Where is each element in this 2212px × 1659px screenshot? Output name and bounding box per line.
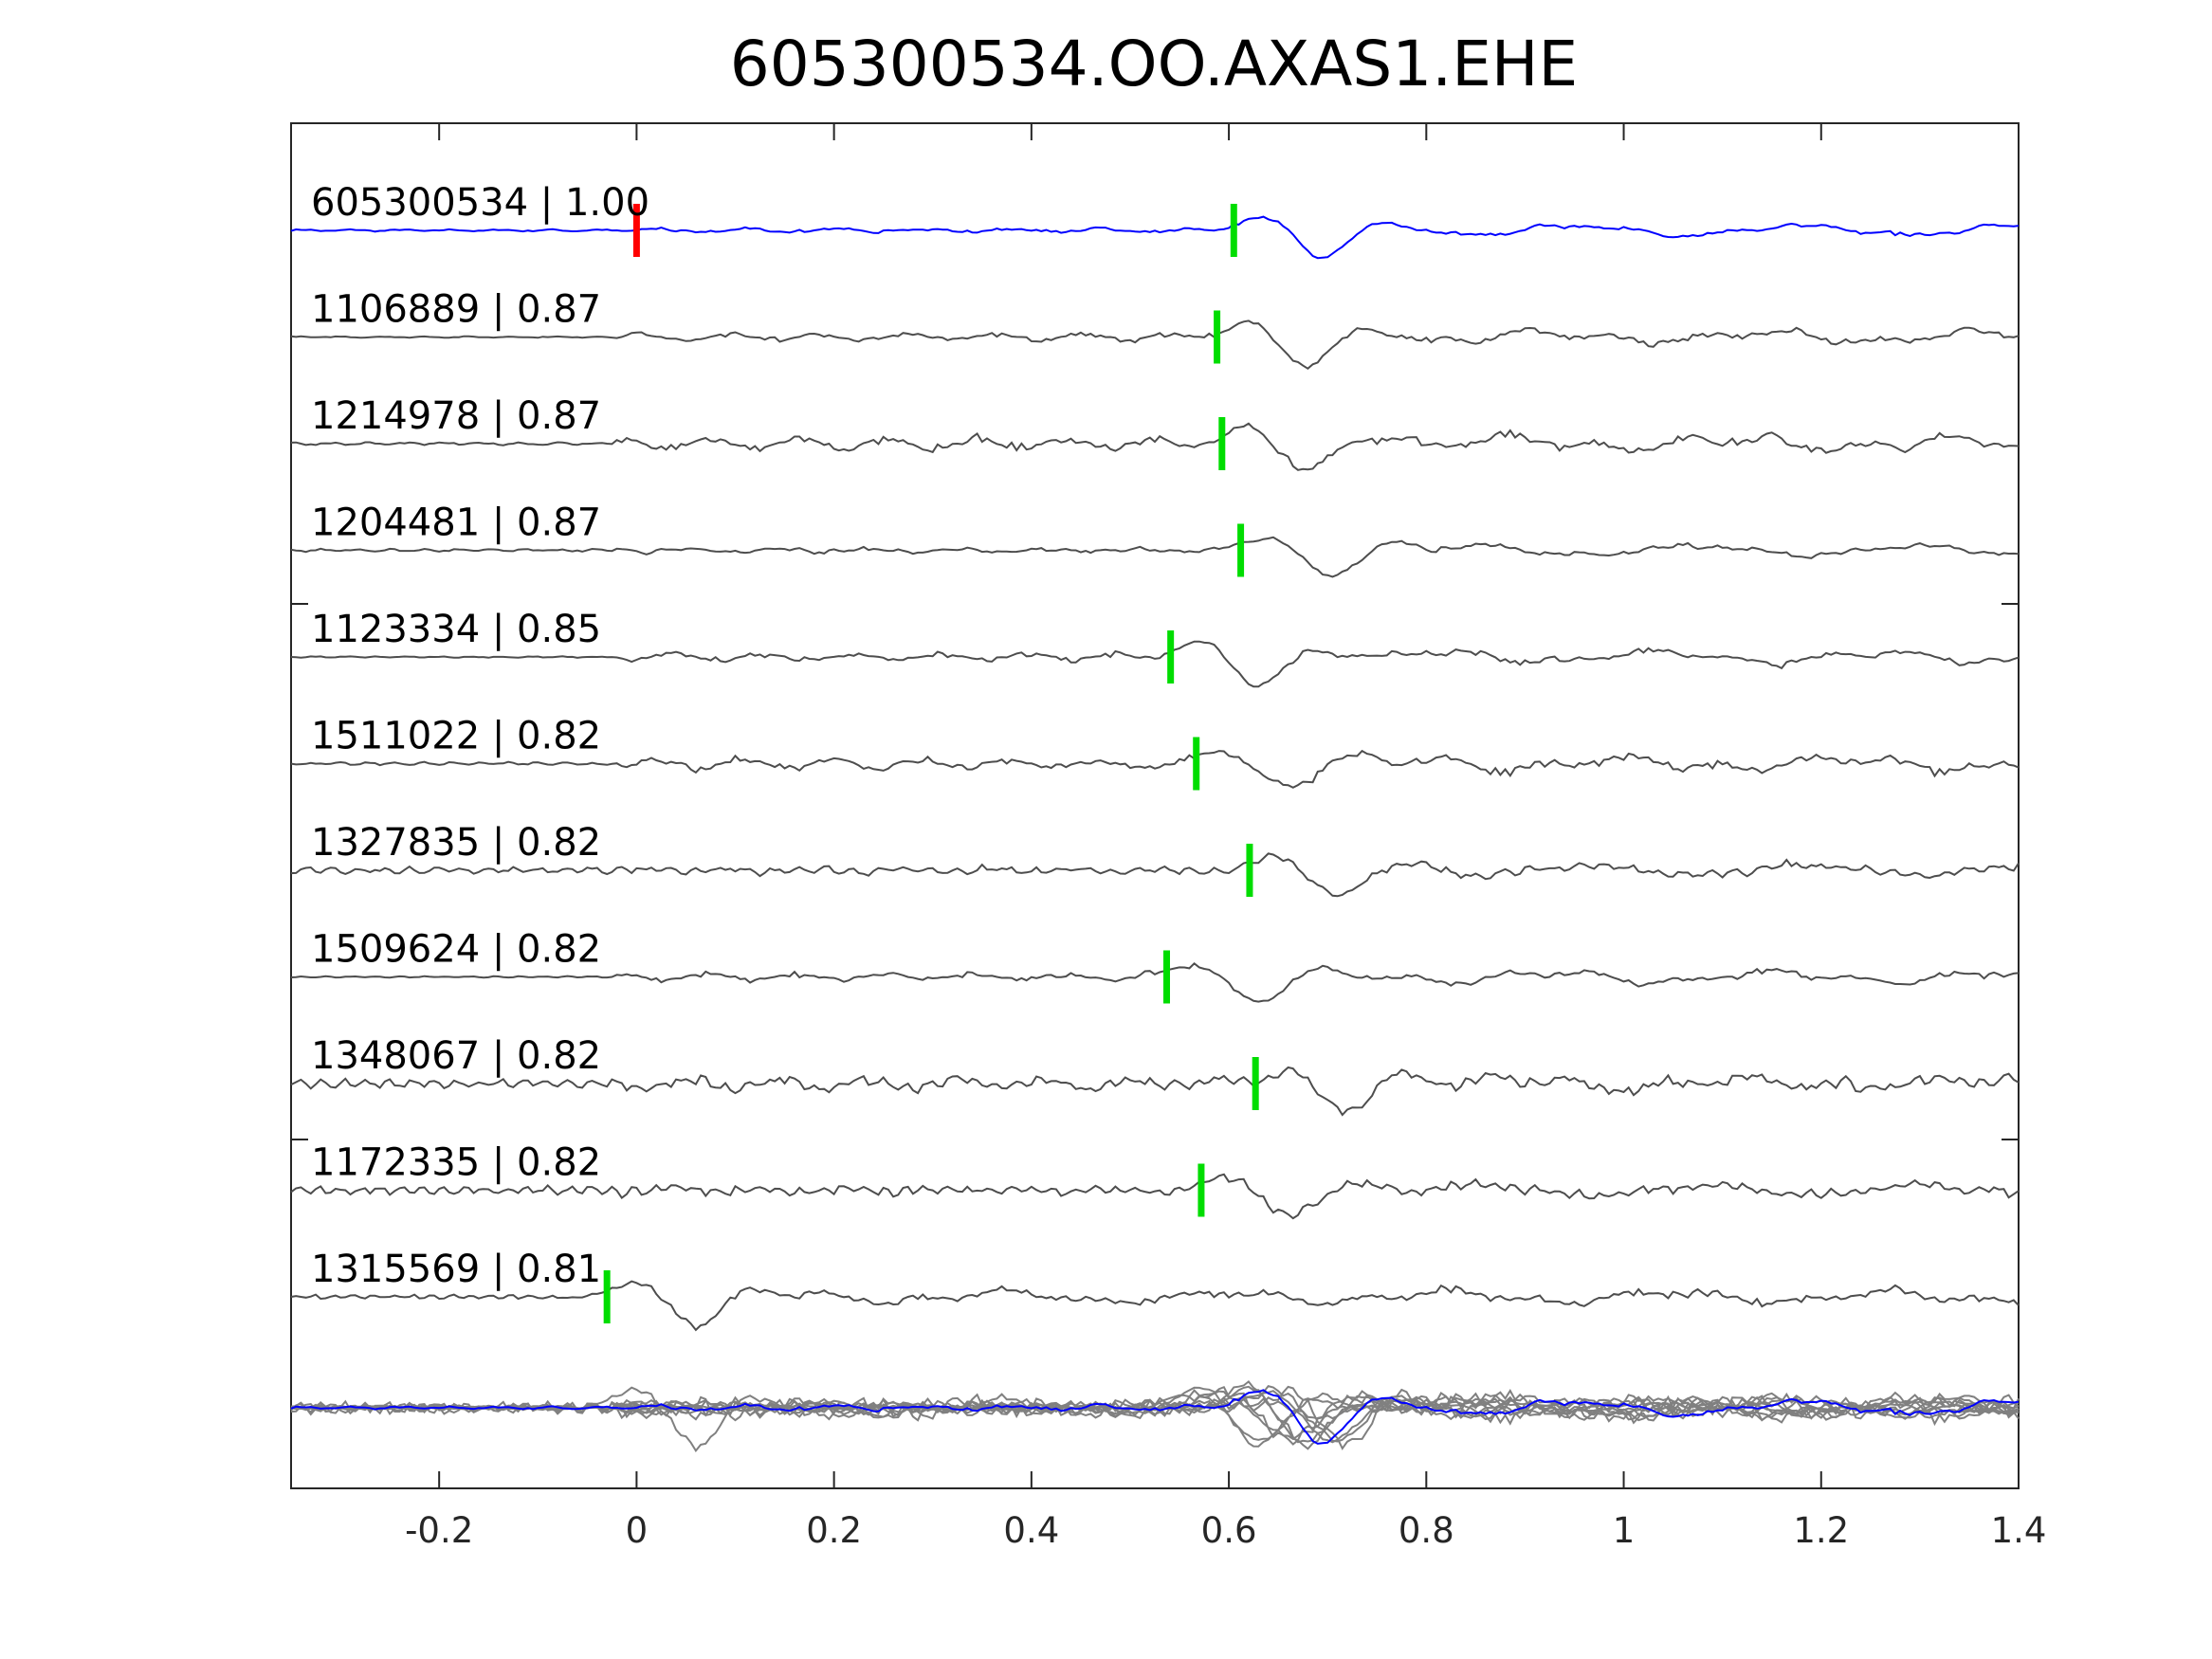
trace-label: 1106889 | 0.87 [311,288,601,332]
x-tick-label: 0.6 [1201,1510,1257,1551]
x-tick-label: 1.2 [1793,1510,1849,1551]
waveform-trace-1214978 [290,422,2020,471]
waveform-trace-1172335 [290,1173,2020,1220]
trace-label: 1214978 | 0.87 [311,394,601,438]
waveform-trace-1204481 [290,536,2020,578]
x-tick-label: -0.2 [405,1510,473,1551]
stack-overlay-reference [290,1389,2020,1445]
x-tick-label: 0 [626,1510,649,1551]
waveform-trace-1106889 [290,319,2020,371]
trace-label: 1123334 | 0.85 [311,608,601,651]
trace-label: 1348067 | 0.82 [311,1034,601,1078]
waveform-trace-1509624 [290,961,2020,1003]
waveform-trace-605300534 [290,215,2020,260]
trace-label: 1511022 | 0.82 [311,715,601,758]
x-tick-label: 1.4 [1991,1510,2047,1551]
trace-label: 605300534 | 1.00 [311,181,649,225]
waveform-trace-1315569 [290,1280,2020,1332]
waveform-trace-1123334 [290,640,2020,688]
x-tick-label: 0.4 [1003,1510,1059,1551]
x-tick-label: 0.2 [806,1510,862,1551]
trace-label: 1315569 | 0.81 [311,1248,601,1291]
waveform-trace-1511022 [290,749,2020,789]
waveform-trace-1348067 [290,1066,2020,1117]
x-tick-label: 0.8 [1398,1510,1454,1551]
trace-label: 1327835 | 0.82 [311,821,601,865]
x-tick-label: 1 [1613,1510,1636,1551]
chart-title: 605300534.OO.AXAS1.EHE [730,27,1579,100]
trace-label: 1509624 | 0.82 [311,928,601,972]
waveform-trace-1327835 [290,852,2020,898]
trace-label: 1204481 | 0.87 [311,501,601,545]
trace-label: 1172335 | 0.82 [311,1141,601,1185]
plot-area [290,122,2020,1489]
